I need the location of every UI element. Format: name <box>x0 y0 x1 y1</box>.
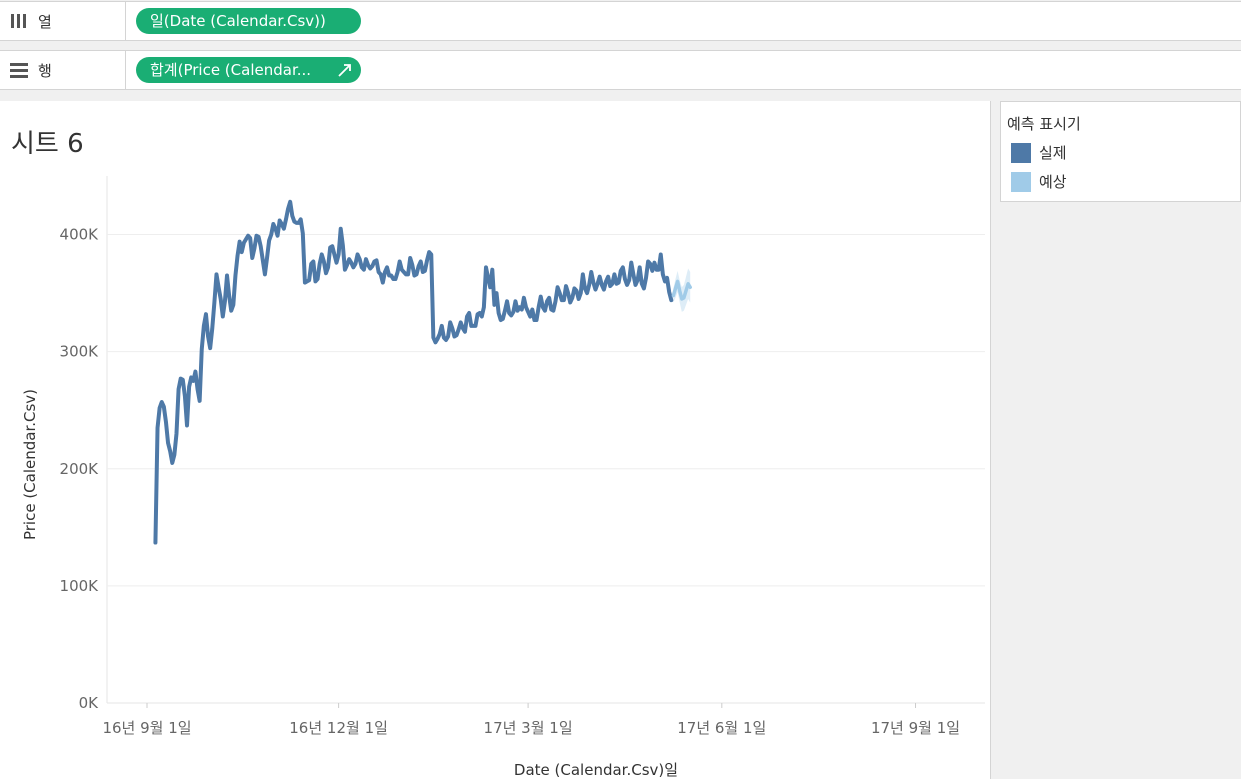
x-tick-label-4: 17년 9월 1일 <box>871 719 960 737</box>
legend-label-forecast: 예상 <box>1039 173 1067 191</box>
rows-shelf: 행 합계(Price (Calendar... <box>0 50 1241 90</box>
y-tick-label-1: 100K <box>60 577 100 595</box>
legend-item-forecast[interactable]: 예상 <box>1011 171 1067 192</box>
legend-swatch-actual <box>1011 142 1031 163</box>
rows-pill[interactable]: 합계(Price (Calendar... <box>136 57 361 83</box>
y-tick-label-0: 0K <box>79 694 100 712</box>
sheet-area: 시트 6 <box>0 101 991 779</box>
trend-arrow-icon <box>338 64 351 77</box>
rows-icon <box>10 62 30 78</box>
y-tick-label-4: 400K <box>60 226 100 244</box>
legend-swatch-forecast <box>1011 171 1031 192</box>
columns-shelf-label: 열 <box>0 2 126 40</box>
y-axis-title: Price (Calendar.Csv) <box>21 389 39 540</box>
rows-shelf-label: 행 <box>0 51 126 89</box>
line-chart: 0K 100K 200K 300K 400K 16년 9월 1일 16년 12월 1일 17… <box>21 176 985 779</box>
series-line-forecast[interactable] <box>671 279 692 301</box>
legend-label-actual: 실제 <box>1039 144 1067 162</box>
columns-shelf: 열 일(Date (Calendar.Csv)) <box>0 1 1241 41</box>
grid-layer <box>106 176 985 704</box>
x-tick-label-2: 17년 3월 1일 <box>484 719 573 737</box>
x-axis-title: Date (Calendar.Csv)일 <box>514 761 678 779</box>
x-tick-label-3: 17년 6월 1일 <box>677 719 766 737</box>
forecast-band <box>673 268 691 312</box>
rows-label-text: 행 <box>38 61 52 80</box>
series-layer <box>153 199 692 545</box>
series-line-actual[interactable] <box>153 199 674 545</box>
y-tick-label-3: 300K <box>60 343 100 361</box>
legend-title: 예측 표시기 <box>1007 115 1081 133</box>
columns-pill[interactable]: 일(Date (Calendar.Csv)) <box>136 8 361 34</box>
x-axis: 16년 9월 1일 16년 12월 1일 17년 3월 1일 17년 6월 1일 17년… <box>102 703 960 737</box>
forecast-band-layer <box>673 268 691 312</box>
legend-item-actual[interactable]: 실제 <box>1011 142 1067 163</box>
sheet-title: 시트 6 <box>11 129 84 159</box>
y-tick-label-2: 200K <box>60 460 100 478</box>
legend: 예측 표시기 실제 예상 <box>1000 101 1241 202</box>
y-axis: 0K 100K 200K 300K 400K <box>60 226 100 712</box>
x-tick-label-0: 16년 9월 1일 <box>102 719 191 737</box>
columns-icon <box>10 13 30 29</box>
x-tick-label-1: 16년 12월 1일 <box>289 719 388 737</box>
columns-label-text: 열 <box>38 12 52 31</box>
rows-pill-text: 합계(Price (Calendar... <box>150 61 312 79</box>
